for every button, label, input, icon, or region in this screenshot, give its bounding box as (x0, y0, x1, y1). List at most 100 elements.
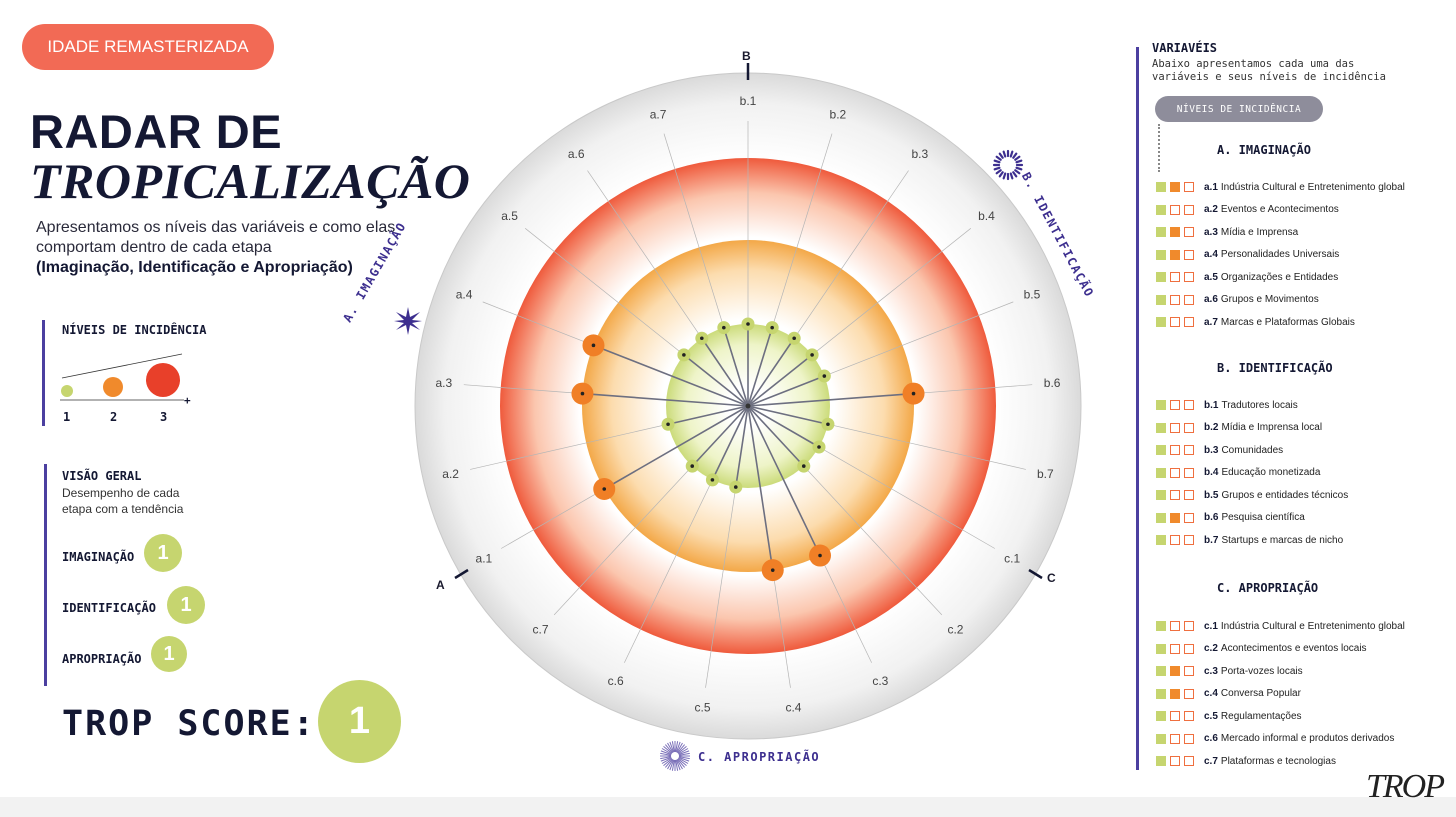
variable-code: b.5 (1204, 489, 1219, 501)
incidence-square-level3 (1184, 490, 1194, 500)
variable-label: Conversa Popular (1220, 688, 1301, 699)
radar-value-line-b7 (747, 405, 829, 426)
variable-row-b1: b.1 Tradutores locais (1156, 399, 1298, 411)
variable-code: b.6 (1204, 512, 1219, 523)
variable-row-a2: a.2 Eventos e Acontecimentos (1156, 204, 1339, 216)
legend-level-1: 1 (63, 410, 71, 424)
incidence-square-level3 (1184, 294, 1194, 305)
variable-row-a1: a.1 Indústria Cultural e Entretenimento g… (1156, 181, 1405, 193)
overview-score-imaginacao: 1 (144, 534, 182, 572)
radar-value-line-c5 (734, 405, 749, 488)
radar-point-center-a2 (666, 422, 670, 427)
radar-spoke-label-b6: b.6 (1044, 376, 1061, 390)
variable-code: c.2 (1204, 643, 1218, 654)
incidence-square-level2 (1170, 445, 1180, 455)
radar-point-center-a1 (602, 487, 607, 491)
radar-spoke-label-b7: b.7 (1037, 467, 1054, 481)
incidence-square-level2 (1170, 643, 1180, 654)
radar-spoke-label-c2: c.2 (947, 623, 963, 637)
variable-code: b.3 (1204, 444, 1219, 456)
variable-row-b4: b.4 Educação monetizada (1156, 467, 1320, 479)
variable-row-a3: a.3 Mídia e Imprensa (1156, 226, 1298, 238)
variable-code: c.6 (1204, 733, 1218, 744)
radar-spoke-label-b5: b.5 (1024, 288, 1041, 302)
variable-code: a.4 (1204, 249, 1218, 260)
variables-desc-line2: variáveis e seus níveis de incidência (1152, 71, 1386, 83)
sun-ring-icon (992, 149, 1024, 181)
incidence-square-level2 (1170, 733, 1180, 744)
radar-chart: a.1 a.2 a.3 a.4 a.5 a.6 a.7 b.1 b.2 b.3 b.4 b.5 b.6 b… (414, 63, 1082, 740)
incidence-square-level2 (1170, 317, 1180, 327)
variable-row-c3: c.3 Porta-vozes locais (1156, 665, 1303, 677)
overview-desc-line2: etapa com a tendência (62, 502, 184, 516)
radar-spoke-label-c3: c.3 (872, 674, 888, 688)
variable-row-b2: b.2 Mídia e Imprensa local (1156, 422, 1322, 434)
overview-score-identificacao: 1 (167, 586, 205, 624)
radar-point-center-c4 (770, 568, 775, 572)
incidence-square-level1 (1156, 400, 1166, 410)
burst-lines-icon (659, 740, 691, 772)
variable-code: b.7 (1204, 534, 1219, 546)
radar-value-line-c1 (747, 405, 820, 448)
incidence-square-level1 (1156, 272, 1166, 282)
radar-spoke-label-b3: b.3 (911, 147, 928, 161)
radar-point-center-b2 (770, 325, 774, 330)
variable-label: Eventos e Acontecimentos (1220, 204, 1339, 215)
incidence-square-level1 (1156, 733, 1166, 744)
radar-value-line-c3 (747, 405, 821, 556)
incidence-square-level3 (1184, 204, 1194, 215)
incidence-square-level1 (1156, 249, 1166, 260)
radar-point-center-b6 (911, 391, 916, 396)
radar-value-line-a6 (701, 337, 749, 407)
variable-label: Mídia e Imprensa (1220, 226, 1299, 238)
radar-value-line-c2 (747, 405, 805, 467)
pill-dotted-connector (1158, 124, 1160, 172)
incidence-square-level2 (1170, 512, 1180, 523)
incidence-square-level2 (1170, 182, 1180, 192)
variable-row-b6: b.6 Pesquisa científica (1156, 512, 1305, 524)
radar-value-line-a7 (723, 327, 749, 407)
intro-bold-text: (Imaginação, Identificação e Apropriação… (36, 259, 353, 276)
incidence-square-level1 (1156, 621, 1166, 631)
radar-value-line-b3 (747, 337, 795, 407)
variable-label: Mercado informal e produtos derivados (1220, 733, 1395, 744)
variable-label: Porta-vozes locais (1220, 665, 1303, 677)
incidence-square-level2 (1170, 249, 1180, 260)
variable-code: c.4 (1204, 688, 1218, 699)
radar-point-center-a7 (722, 325, 726, 330)
incidence-square-level1 (1156, 204, 1166, 215)
starburst-icon (393, 306, 423, 336)
radar-value-line-a5 (683, 354, 749, 407)
radar-spoke-label-c4: c.4 (785, 701, 801, 715)
radar-value-line-b6 (747, 392, 914, 407)
variable-category-heading: C. APROPRIAÇÃO (1217, 581, 1319, 595)
variable-label: Mídia e Imprensa local (1221, 422, 1323, 433)
incidence-square-level1 (1156, 756, 1166, 766)
incidence-levels-pill: NÍVEIS DE INCIDÊNCIA (1155, 96, 1323, 122)
variable-row-a5: a.5 Organizações e Entidades (1156, 271, 1338, 283)
variable-label: Educação monetizada (1221, 467, 1321, 478)
variable-row-c5: c.5 Regulamentações (1156, 710, 1302, 722)
variable-row-b7: b.7 Startups e marcas de nicho (1156, 534, 1343, 546)
variable-code: c.7 (1204, 755, 1218, 767)
variable-row-c7: c.7 Plataformas e tecnologias (1156, 755, 1336, 767)
radar-point-center-c7 (690, 464, 695, 468)
overview-stage-imaginacao: IMAGINAÇÃO (62, 550, 135, 564)
variable-row-a7: a.7 Marcas e Plataformas Globais (1156, 316, 1355, 328)
incidence-square-level3 (1184, 688, 1194, 699)
legend-title: NÍVEIS DE INCIDÊNCIA (62, 323, 207, 337)
legend-level-2: 2 (110, 410, 118, 424)
radar-spoke-label-c7: c.7 (533, 623, 549, 637)
incidence-square-level3 (1184, 535, 1194, 545)
incidence-square-level1 (1156, 317, 1166, 327)
trop-score-label: TROP SCORE: (62, 704, 316, 744)
variable-code: a.3 (1204, 226, 1218, 238)
page-title-line1: RADAR DE (30, 105, 283, 158)
variables-desc-line1: Abaixo apresentamos cada uma das (1152, 58, 1355, 70)
radar-point-center-b5 (822, 374, 827, 378)
variable-code: b.4 (1204, 467, 1219, 478)
radar-hub (745, 403, 751, 409)
variable-code: b.2 (1204, 422, 1219, 433)
variable-row-c4: c.4 Conversa Popular (1156, 688, 1301, 700)
trop-signature-logo: TROP (1366, 768, 1445, 805)
